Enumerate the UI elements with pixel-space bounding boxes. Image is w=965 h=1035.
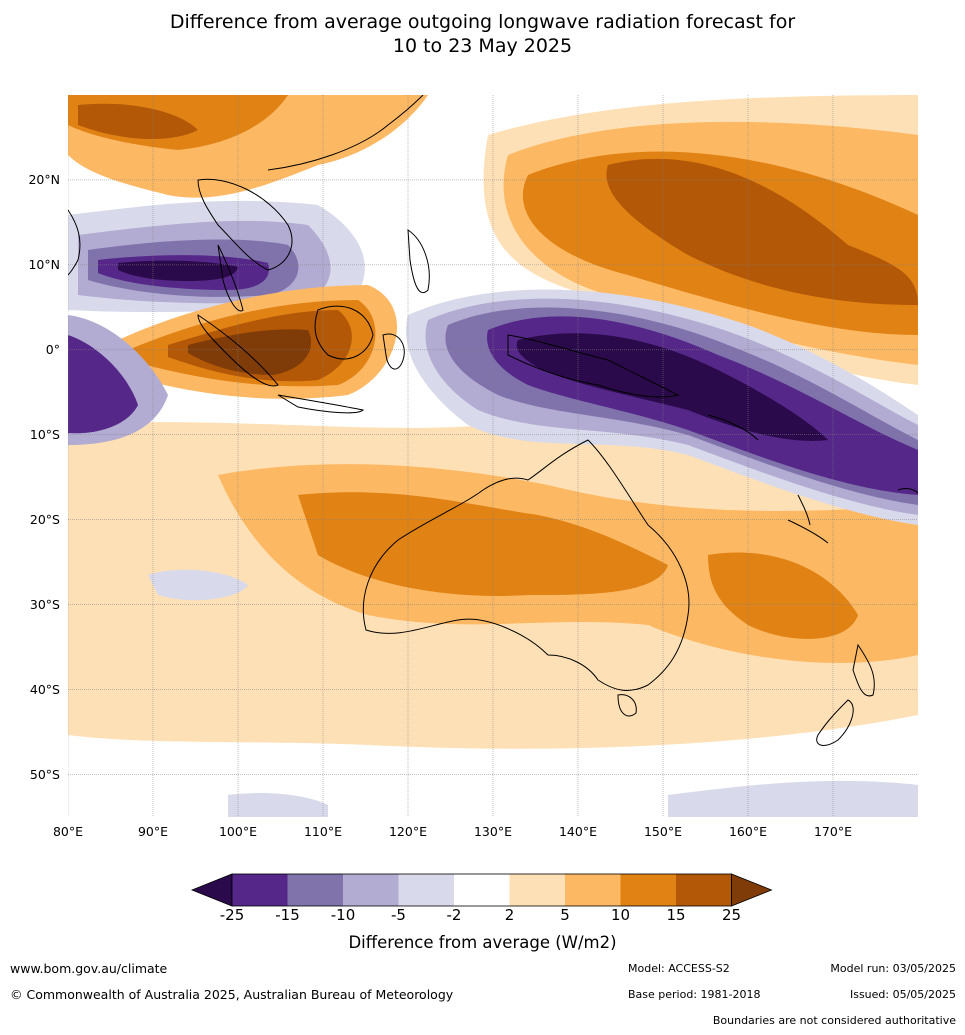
colorbar-box (565, 874, 621, 906)
graticule (68, 95, 918, 817)
coastline-malay-peninsula (217, 244, 244, 312)
colorbar-label: Difference from average (W/m2) (348, 933, 617, 952)
colorbar-tick-label: -10 (330, 906, 356, 924)
longitude-label: 150°E (643, 824, 682, 839)
colorbar-tick-label: 10 (610, 906, 631, 924)
olr-anomaly-map (68, 95, 918, 817)
coastline-new-caledonia (787, 519, 829, 544)
strong-positive-anomaly-australia (298, 492, 668, 596)
colorbar-box (398, 874, 454, 906)
longitude-label: 140°E (558, 824, 597, 839)
coastline-tasmania (617, 694, 637, 717)
coastlines (68, 95, 918, 746)
colorbar-box (509, 874, 565, 906)
footer-url: www.bom.gov.au/climate (10, 961, 168, 976)
colorbar-tick-label: -25 (219, 906, 245, 924)
coastline-java (277, 394, 365, 414)
negative-anomaly-southern-ocean (668, 780, 918, 817)
coastline-new-zealand-south (816, 699, 854, 746)
title-line-2: 10 to 23 May 2025 (392, 35, 573, 57)
longitude-label: 120°E (388, 824, 427, 839)
latitude-label: 30°S (29, 596, 60, 612)
coastline-philippines (407, 229, 430, 293)
extreme-negative-anomaly-bay-of-bengal (118, 260, 238, 281)
coastline-borneo (314, 305, 374, 360)
longitude-label: 80°E (52, 824, 84, 839)
longitude-label: 110°E (303, 824, 342, 839)
colorbar-box (287, 874, 343, 906)
longitude-label: 170°E (813, 824, 852, 839)
colorbar-tick-label: -15 (275, 906, 300, 924)
latitude-label: 0° (45, 341, 60, 357)
strong-positive-anomaly-tasman (708, 552, 858, 639)
colorbar-legend (190, 873, 773, 907)
colorbar-box (620, 874, 676, 906)
colorbar-low-extend (190, 873, 233, 907)
colorbar-box (454, 874, 510, 906)
colorbar-tick-label: 15 (666, 906, 686, 924)
negative-anomaly-south-indian (148, 569, 248, 601)
latitude-label: 20°S (29, 511, 60, 527)
longitude-label: 130°E (473, 824, 512, 839)
coastline-fiji (897, 488, 918, 494)
coastline-new-zealand-north (852, 643, 875, 697)
coastline-vanuatu (797, 494, 811, 526)
coastline-new-guinea (507, 334, 680, 398)
footer-base-period: Base period: 1981-2018 (628, 988, 761, 1001)
latitude-label: 10°S (29, 426, 60, 442)
coastline-sulawesi (382, 333, 405, 370)
extreme-negative-anomaly-pacific (516, 333, 828, 441)
colorbar-box (676, 874, 732, 906)
strong-negative-anomaly-west-indian (68, 335, 138, 434)
coastline-china (267, 95, 424, 171)
footer-model-run: Model run: 03/05/2025 (830, 962, 956, 975)
footer-disclaimer: Boundaries are not considered authoritat… (712, 1014, 956, 1027)
latitude-label: 10°N (28, 256, 60, 272)
longitude-label: 100°E (218, 824, 257, 839)
colorbar-box (343, 874, 399, 906)
coastline-india (68, 209, 81, 276)
longitude-label: 160°E (728, 824, 767, 839)
latitude-label: 50°S (29, 766, 60, 782)
latitude-label: 20°N (28, 171, 60, 187)
coastline-australia (362, 439, 690, 691)
colorbar-high-extend (731, 873, 773, 907)
very-strong-positive-anomaly-asia (78, 103, 198, 140)
colorbar-tick-label: 2 (504, 906, 515, 924)
colorbar-outline (231, 873, 732, 907)
footer-model: Model: ACCESS-S2 (628, 962, 730, 975)
colorbar-tick-label: 25 (721, 906, 742, 924)
very-strong-positive-anomaly-north-pacific (606, 158, 918, 305)
coastline-solomon-islands (707, 414, 759, 441)
colorbar-tick-label: -5 (391, 906, 406, 924)
footer-issued: Issued: 05/05/2025 (849, 988, 956, 1001)
coastline-sumatra (197, 314, 279, 387)
longitude-label: 90°E (137, 824, 169, 839)
extreme-positive-anomaly-equatorial-indian (188, 329, 312, 375)
colorbar-tick-label: 5 (560, 906, 570, 924)
footer-copyright: © Commonwealth of Australia 2025, Austra… (10, 987, 454, 1002)
colorbar-tick-label: -2 (446, 906, 462, 924)
map-title: Difference from average outgoing longwav… (0, 10, 965, 58)
colorbar-box (232, 874, 288, 906)
coastline-indochina (197, 178, 293, 271)
title-line-1: Difference from average outgoing longwav… (169, 11, 796, 33)
map-canvas (68, 95, 918, 817)
latitude-label: 40°S (29, 681, 60, 697)
negative-anomaly-southwest (228, 793, 328, 817)
anomaly-field (68, 95, 918, 817)
